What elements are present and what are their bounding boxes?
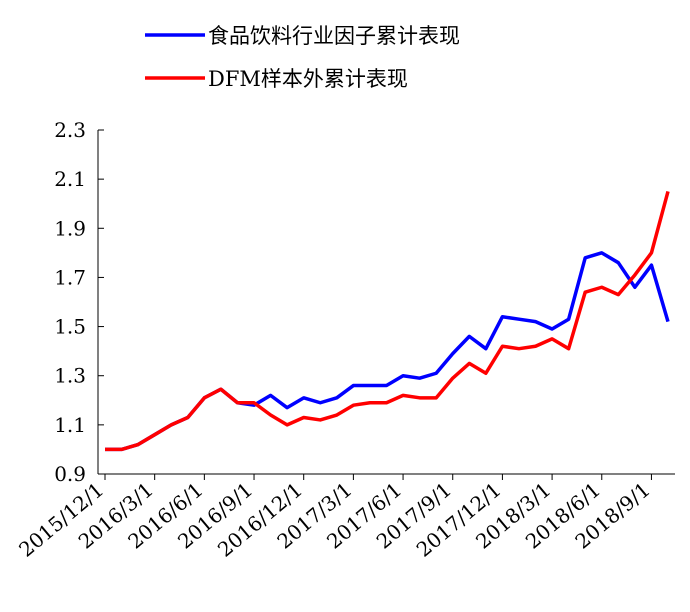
legend-label: DFM样本外累计表现 xyxy=(208,67,408,91)
y-tick-label: 2.3 xyxy=(54,118,86,142)
y-tick-label: 1.7 xyxy=(54,265,86,289)
y-tick-label: 1.9 xyxy=(54,216,86,240)
series-line xyxy=(105,190,670,452)
series-line xyxy=(105,251,670,452)
y-tick-label: 2.1 xyxy=(54,167,86,191)
y-tick-label: 1.1 xyxy=(54,413,86,437)
y-tick-label: 0.9 xyxy=(54,462,86,486)
legend-label: 食品饮料行业因子累计表现 xyxy=(208,24,460,48)
y-tick-label: 1.3 xyxy=(54,364,86,388)
y-tick-label: 1.5 xyxy=(54,315,86,339)
